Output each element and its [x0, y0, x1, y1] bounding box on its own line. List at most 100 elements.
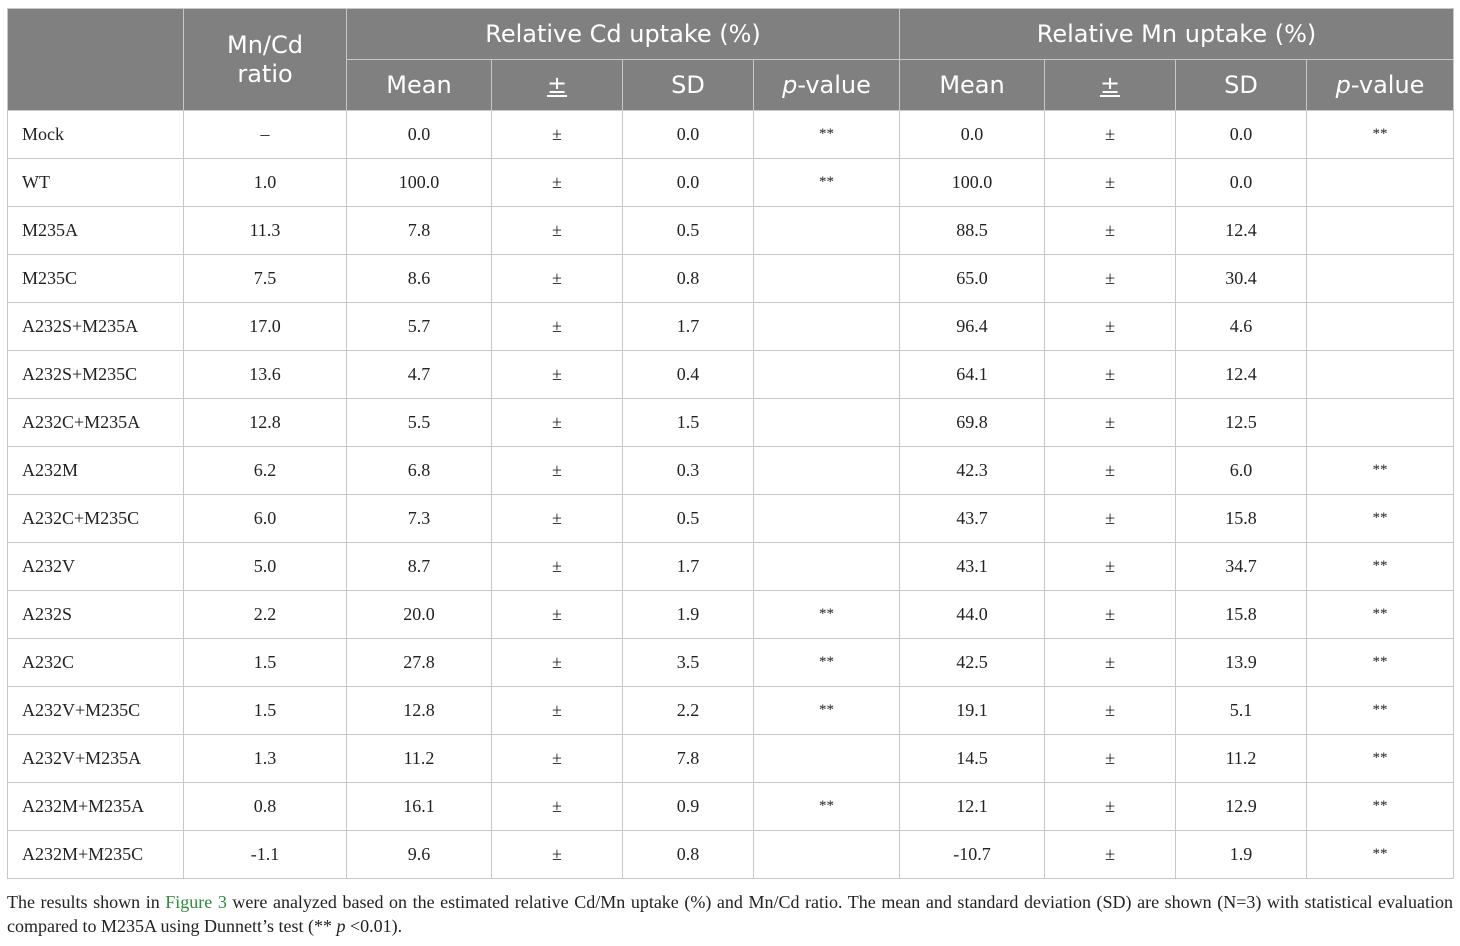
mn-pvalue-cell — [1306, 158, 1455, 207]
header-corner — [7, 8, 184, 111]
table-caption: The results shown in Figure 3 were analy… — [7, 890, 1453, 938]
mn-pvalue-cell: ** — [1306, 590, 1455, 639]
caption-p: p — [336, 916, 346, 936]
header-ratio: Mn/Cd ratio — [183, 8, 347, 111]
ratio-cell: 12.8 — [183, 398, 347, 447]
row-label: A232M+M235A — [7, 782, 184, 831]
mn-pm-cell: ± — [1044, 158, 1177, 207]
table-row: WT 1.0 100.0 ±0.0 ** 100.0 ±0.0 — [7, 158, 1455, 207]
cd-pm-cell: ± — [491, 446, 623, 495]
header-mn-sd: SD — [1175, 59, 1308, 111]
cd-pm-cell: ± — [491, 638, 623, 687]
mn-mean-cell: 88.5 — [899, 206, 1046, 255]
table-row: M235C 7.5 8.6 ±0.8 65.0 ±30.4 — [7, 254, 1455, 303]
mn-pm-cell: ± — [1044, 830, 1177, 879]
cd-mean-cell: 100.0 — [346, 158, 492, 207]
mn-pm-cell: ± — [1044, 590, 1177, 639]
header-cd-group: Relative Cd uptake (%) — [345, 8, 901, 60]
mn-pvalue-cell: ** — [1306, 686, 1455, 735]
cd-mean-cell: 16.1 — [346, 782, 492, 831]
ratio-cell: 2.2 — [183, 590, 347, 639]
mn-sd-cell: 34.7 — [1175, 542, 1308, 591]
mn-pm-cell: ± — [1044, 446, 1177, 495]
cd-pvalue-cell: ** — [752, 638, 901, 687]
row-label: A232V — [7, 542, 184, 591]
table-row: M235A 11.3 7.8 ±0.5 88.5 ±12.4 — [7, 206, 1455, 255]
row-label: A232V+M235C — [7, 686, 184, 735]
ratio-cell: 1.5 — [183, 686, 347, 735]
ratio-cell: 5.0 — [183, 542, 347, 591]
mn-sd-cell: 13.9 — [1175, 638, 1308, 687]
cd-sd-cell: 0.0 — [622, 158, 754, 207]
cd-pvalue-cell — [752, 350, 901, 399]
cd-pvalue-cell — [752, 446, 901, 495]
mn-pvalue-cell: ** — [1306, 638, 1455, 687]
table-row: Mock –0.0 ±0.0 ** 0.0 ±0.0 ** — [7, 110, 1455, 159]
mn-sd-cell: 11.2 — [1175, 734, 1308, 783]
cd-mean-cell: 8.6 — [346, 254, 492, 303]
cd-sd-cell: 0.0 — [622, 110, 754, 159]
cd-pm-cell: ± — [491, 686, 623, 735]
mn-mean-cell: 100.0 — [899, 158, 1046, 207]
cd-sd-cell: 0.8 — [622, 830, 754, 879]
mn-pvalue-cell — [1306, 398, 1455, 447]
mn-pvalue-cell — [1306, 350, 1455, 399]
cd-sd-cell: 0.5 — [622, 206, 754, 255]
mn-mean-cell: 64.1 — [899, 350, 1046, 399]
row-label: A232S+M235A — [7, 302, 184, 351]
mn-sd-cell: 4.6 — [1175, 302, 1308, 351]
mn-sd-cell: 0.0 — [1175, 110, 1308, 159]
mn-sd-cell: 5.1 — [1175, 686, 1308, 735]
ratio-cell: -1.1 — [183, 830, 347, 879]
mn-mean-cell: 42.3 — [899, 446, 1046, 495]
cd-pm-cell: ± — [491, 206, 623, 255]
header-mn-pvalue: p-value — [1306, 59, 1455, 111]
caption-text: were analyzed based on the estimated rel… — [7, 892, 1454, 936]
cd-pm-cell: ± — [491, 590, 623, 639]
p-suffix: -value — [797, 70, 871, 99]
cd-pvalue-cell: ** — [752, 110, 901, 159]
header-cd-mean: Mean — [346, 59, 492, 111]
mn-sd-cell: 1.9 — [1175, 830, 1308, 879]
header-cd-sd: SD — [622, 59, 754, 111]
caption-text: <0.01). — [345, 916, 403, 936]
mn-pm-cell: ± — [1044, 110, 1177, 159]
cd-mean-cell: 27.8 — [346, 638, 492, 687]
cd-mean-cell: 6.8 — [346, 446, 492, 495]
row-label: A232C — [7, 638, 184, 687]
cd-sd-cell: 0.4 — [622, 350, 754, 399]
ratio-cell: 11.3 — [183, 206, 347, 255]
mn-mean-cell: 43.7 — [899, 494, 1046, 543]
ratio-cell: 0.8 — [183, 782, 347, 831]
cd-pm-cell: ± — [491, 302, 623, 351]
cd-pvalue-cell — [752, 494, 901, 543]
cd-pm-cell: ± — [491, 254, 623, 303]
ratio-cell: 13.6 — [183, 350, 347, 399]
mn-pvalue-cell: ** — [1306, 782, 1455, 831]
table-row: A232M 6.2 6.8 ±0.3 42.3 ±6.0 ** — [7, 446, 1455, 495]
cd-pvalue-cell — [752, 302, 901, 351]
row-label: A232M — [7, 446, 184, 495]
cd-sd-cell: 0.5 — [622, 494, 754, 543]
mn-pvalue-cell: ** — [1306, 494, 1455, 543]
mn-mean-cell: 65.0 — [899, 254, 1046, 303]
row-label: A232C+M235A — [7, 398, 184, 447]
header-mn-mean: Mean — [899, 59, 1046, 111]
mn-mean-cell: 42.5 — [899, 638, 1046, 687]
mn-mean-cell: 12.1 — [899, 782, 1046, 831]
mn-pm-cell: ± — [1044, 686, 1177, 735]
cd-pvalue-cell: ** — [752, 158, 901, 207]
table-row: A232M+M235A 0.8 16.1 ±0.9 ** 12.1 ±12.9 ** — [7, 782, 1455, 831]
figure-link[interactable]: Figure 3 — [165, 892, 227, 912]
row-label: A232S — [7, 590, 184, 639]
table-row: A232C+M235C 6.0 7.3 ±0.5 43.7 ±15.8 ** — [7, 494, 1455, 543]
cd-mean-cell: 8.7 — [346, 542, 492, 591]
cd-sd-cell: 0.9 — [622, 782, 754, 831]
mn-sd-cell: 12.9 — [1175, 782, 1308, 831]
row-label: M235C — [7, 254, 184, 303]
mn-mean-cell: 44.0 — [899, 590, 1046, 639]
cd-sd-cell: 3.5 — [622, 638, 754, 687]
cd-pm-cell: ± — [491, 494, 623, 543]
cd-pvalue-cell — [752, 542, 901, 591]
cd-pm-cell: ± — [491, 398, 623, 447]
